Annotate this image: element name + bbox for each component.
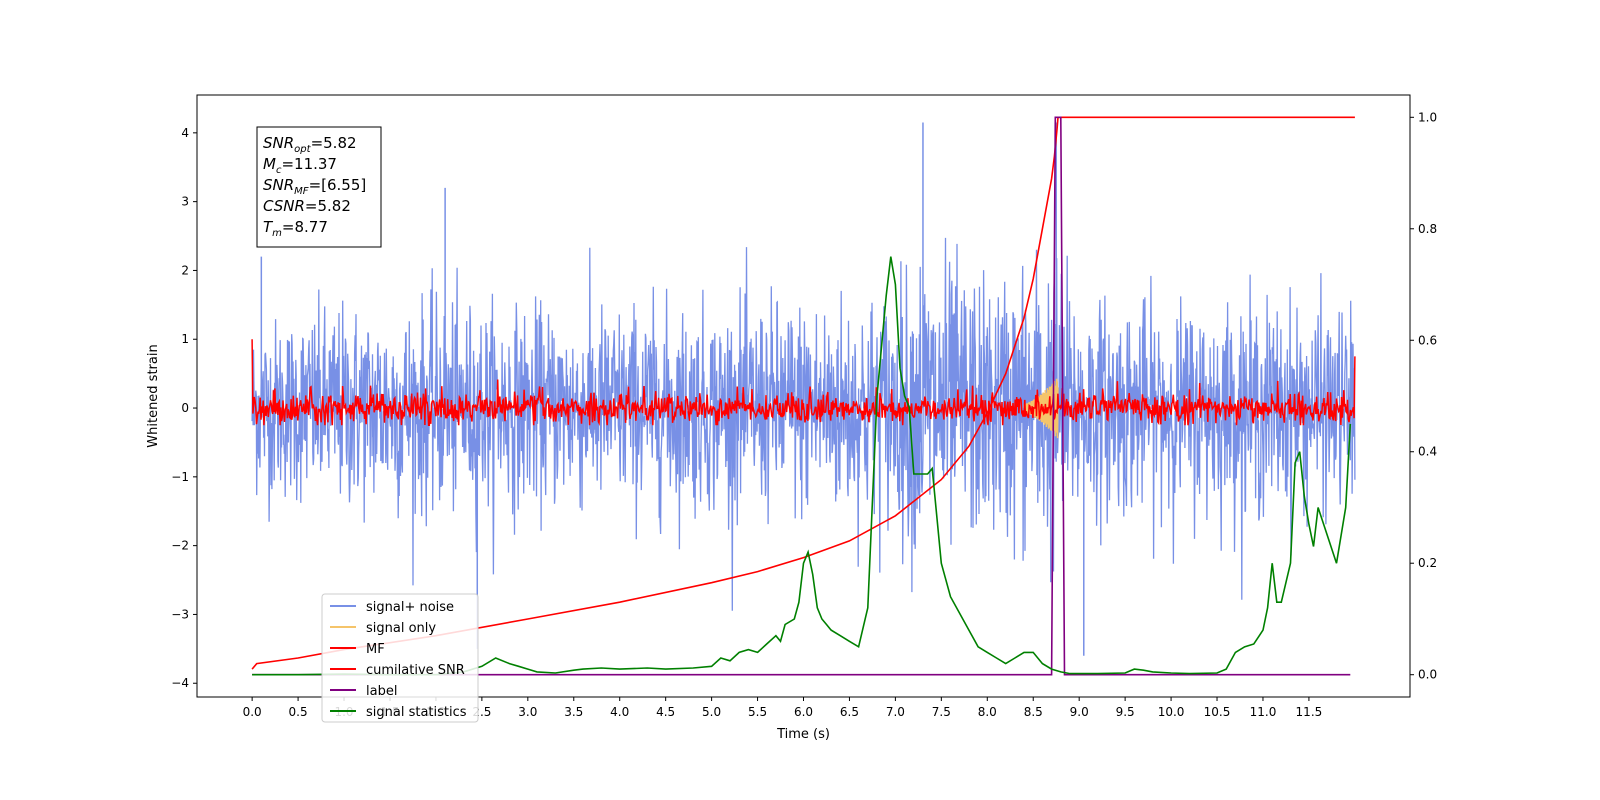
y2-tick-label: 0.8 xyxy=(1418,222,1437,236)
annotation-box: SNRopt=5.82Mc=11.37SNRMF=[6.55]CSNR=5.82… xyxy=(256,126,382,248)
annotation-line: SNRMF=[6.55] xyxy=(263,176,366,197)
legend: signal+ noise signal only MF cumilative SNR… xyxy=(321,593,479,723)
annotation-line: SNRopt=5.82 xyxy=(263,134,357,155)
y-tick-label: 4 xyxy=(181,126,189,140)
x-tick-label: 7.5 xyxy=(932,705,951,719)
annotation-line: CSNR=5.82 xyxy=(263,197,351,215)
x-tick-label: 10.0 xyxy=(1158,705,1185,719)
y-tick-label: 0 xyxy=(181,401,189,415)
legend-item: label xyxy=(330,684,397,699)
series-mf xyxy=(251,339,1356,426)
legend-item: signal+ noise xyxy=(330,600,454,615)
y2-tick-label: 1.0 xyxy=(1418,110,1437,124)
annotation-line: Mc=11.37 xyxy=(263,155,337,176)
x-tick-label: 6.0 xyxy=(794,705,813,719)
series-layer xyxy=(251,116,1356,676)
y-tick-label: 2 xyxy=(181,263,189,277)
x-tick-label: 11.0 xyxy=(1250,705,1277,719)
x-tick-label: 0.0 xyxy=(243,705,262,719)
y-tick-label: 1 xyxy=(181,332,189,346)
x-tick-label: 8.5 xyxy=(1024,705,1043,719)
y-axis-right: 1.0 0.8 0.6 0.4 0.2 0.0 xyxy=(1410,110,1437,682)
x-tick-label: 3.0 xyxy=(518,705,537,719)
legend-item: cumilative SNR xyxy=(330,663,465,678)
x-tick-label: 9.5 xyxy=(1116,705,1135,719)
x-tick-label: 5.0 xyxy=(702,705,721,719)
signal-statistics-line xyxy=(252,256,1352,676)
y2-tick-label: 0.2 xyxy=(1418,556,1437,570)
mf-line xyxy=(251,339,1356,426)
x-tick-label: 9.0 xyxy=(1070,705,1089,719)
x-tick-label: 7.0 xyxy=(886,705,905,719)
legend-label: signal+ noise xyxy=(366,600,454,615)
legend-item: MF xyxy=(330,642,385,657)
y-tick-label: 3 xyxy=(181,195,189,209)
x-tick-label: 4.0 xyxy=(610,705,629,719)
legend-label: signal statistics xyxy=(366,705,467,720)
annotation-line: Tm=8.77 xyxy=(263,218,328,239)
x-tick-label: 5.5 xyxy=(748,705,767,719)
legend-label: signal only xyxy=(366,621,436,636)
x-tick-label: 10.5 xyxy=(1204,705,1231,719)
x-tick-label: 8.0 xyxy=(978,705,997,719)
y-tick-label: −1 xyxy=(171,470,189,484)
y-tick-label: −4 xyxy=(171,676,189,690)
y-tick-label: −3 xyxy=(171,607,189,621)
x-tick-label: 6.5 xyxy=(840,705,859,719)
y2-tick-label: 0.0 xyxy=(1418,668,1437,682)
legend-frame xyxy=(321,593,479,723)
label-line xyxy=(252,116,1351,676)
y-tick-label: −2 xyxy=(171,539,189,553)
annotation-frame xyxy=(256,126,382,248)
x-tick-label: 4.5 xyxy=(656,705,675,719)
legend-label: label xyxy=(366,684,397,699)
y2-tick-label: 0.6 xyxy=(1418,333,1437,347)
y2-tick-label: 0.4 xyxy=(1418,445,1437,459)
legend-item: signal only xyxy=(330,621,436,636)
y-axis-left: 4 3 2 1 0 −1 −2 −3 −4 xyxy=(171,126,197,690)
x-axis-label: Time (s) xyxy=(776,727,830,742)
x-tick-label: 0.5 xyxy=(289,705,308,719)
legend-label: MF xyxy=(366,642,385,657)
y-axis-label: Whitened strain xyxy=(146,344,161,447)
legend-item: signal statistics xyxy=(330,705,467,720)
x-tick-label: 3.5 xyxy=(564,705,583,719)
legend-label: cumilative SNR xyxy=(366,663,465,678)
x-tick-label: 11.5 xyxy=(1296,705,1323,719)
